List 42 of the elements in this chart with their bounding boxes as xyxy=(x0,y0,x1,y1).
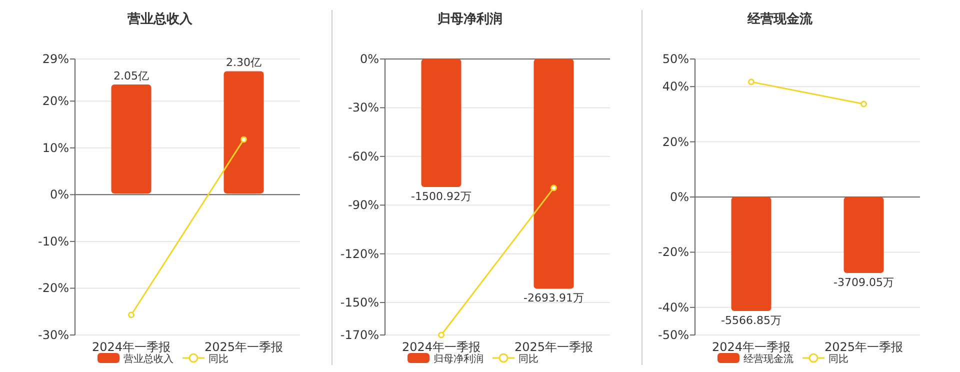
y-tick-label: 0% xyxy=(670,190,689,204)
legend-label: 同比 xyxy=(208,353,228,365)
legend-label: 归母净利润 xyxy=(434,353,484,365)
y-tick-label: 20% xyxy=(662,134,689,149)
y-tick-label: 20% xyxy=(42,94,69,108)
y-tick-label: 40% xyxy=(662,80,689,94)
x-tick-label: 2025年一季报 xyxy=(824,340,904,354)
y-tick-label: -120% xyxy=(340,246,379,261)
y-tick-label: -150% xyxy=(340,296,379,310)
y-tick-label: -10% xyxy=(38,234,69,248)
y-tick-label: -90% xyxy=(348,198,379,212)
y-tick-label: -170% xyxy=(340,328,379,342)
y-tick-label: -20% xyxy=(38,281,69,296)
legend-label: 营业总收入 xyxy=(124,353,174,365)
y-tick-label: 29% xyxy=(42,52,69,66)
x-tick-label: 2024年一季报 xyxy=(92,340,171,354)
data-label: -5566.85万 xyxy=(721,314,782,327)
chart-title: 营业总收入 xyxy=(126,11,194,27)
y-tick-label: 10% xyxy=(42,140,69,155)
data-label: -1500.92万 xyxy=(411,190,472,203)
y-tick-label: -20% xyxy=(658,245,689,260)
chart-title: 归母净利润 xyxy=(436,11,502,27)
legend-label: 同比 xyxy=(828,353,848,365)
y-tick-label: 50% xyxy=(662,52,689,66)
x-tick-label: 2025年一季报 xyxy=(514,340,594,354)
chart-title: 经营现金流 xyxy=(746,11,814,27)
y-tick-label: -30% xyxy=(38,328,69,342)
y-tick-label: -50% xyxy=(658,328,689,342)
x-tick-label: 2024年一季报 xyxy=(402,340,481,354)
x-tick-label: 2025年一季报 xyxy=(204,340,284,354)
y-tick-label: -60% xyxy=(348,149,379,164)
data-label: -3709.05万 xyxy=(834,276,894,289)
x-tick-label: 2024年一季报 xyxy=(712,340,791,354)
y-tick-label: 0% xyxy=(360,52,379,66)
data-label: 2.30亿 xyxy=(226,56,262,70)
y-tick-label: 0% xyxy=(50,188,69,202)
y-tick-label: -40% xyxy=(658,300,689,314)
y-tick-label: -30% xyxy=(348,100,379,115)
legend-label: 经营现金流 xyxy=(744,353,794,365)
legend-label: 同比 xyxy=(518,353,538,365)
data-label: 2.05亿 xyxy=(114,70,149,83)
data-label: -2693.91万 xyxy=(524,292,584,305)
